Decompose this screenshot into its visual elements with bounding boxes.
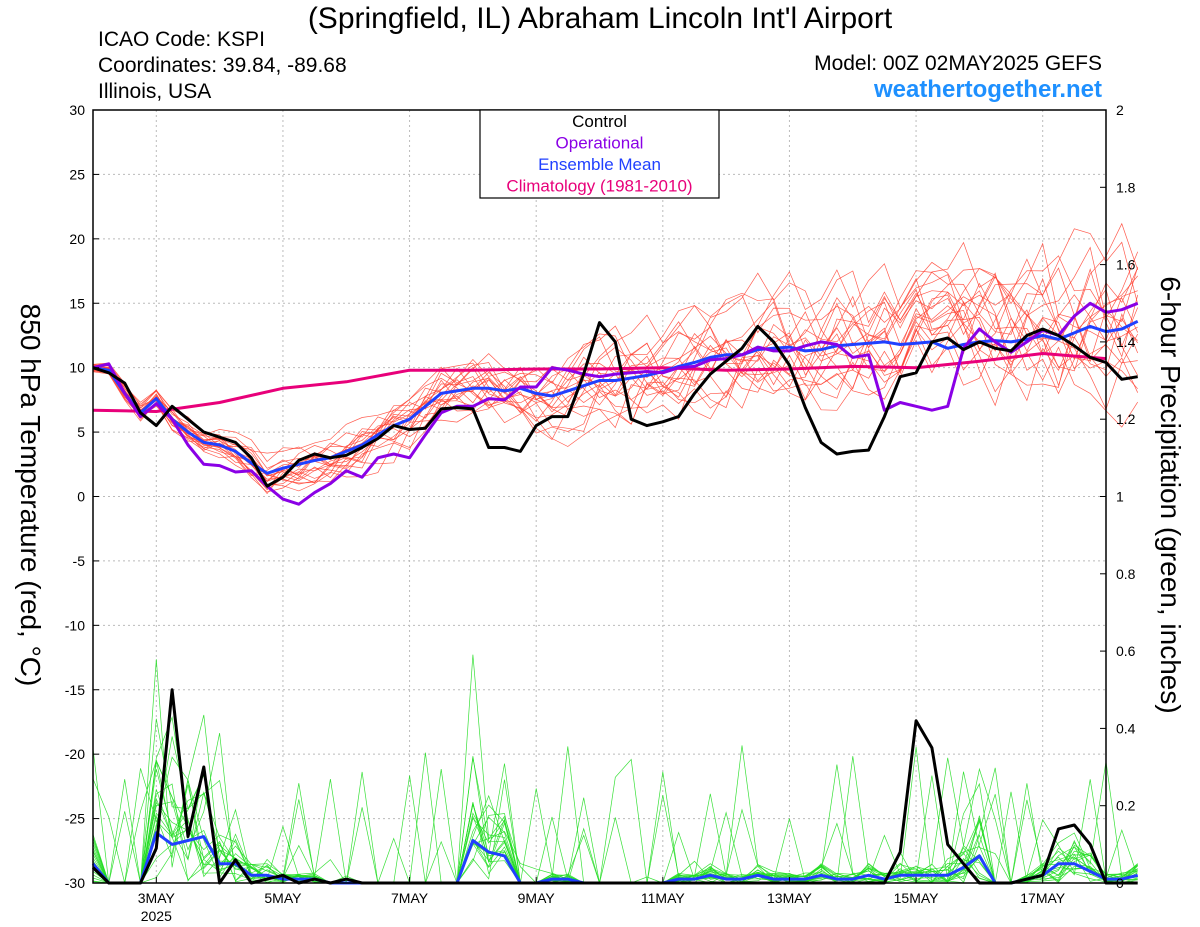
series-control-temp (92, 321, 1138, 488)
x-tick-label: 17MAY (1020, 890, 1066, 906)
y-tick-label-left: -30 (65, 875, 85, 891)
y-tick-label-left: 10 (69, 360, 85, 376)
coordinates: Coordinates: 39.84, -89.68 (98, 54, 347, 77)
x-tick-label: 7MAY (391, 890, 429, 906)
precip-member-line (92, 758, 1138, 884)
site-watermark[interactable]: weathertogether.net (873, 76, 1102, 103)
precip-member-line (92, 654, 1138, 884)
y-tick-label-left: 0 (77, 489, 85, 505)
x-tick-sublabel: 2025 (141, 908, 172, 924)
series-ensemble-mean-temp (92, 319, 1139, 475)
y-tick-label-right: 2 (1116, 102, 1124, 118)
temperature-member-line (92, 242, 1138, 485)
y-tick-label-left: -15 (65, 682, 85, 698)
legend-box (479, 109, 720, 199)
x-tick-label: 15MAY (894, 890, 940, 906)
precip-members (92, 654, 1139, 885)
temperature-member-line (92, 267, 1139, 495)
y-tick-label-left: 15 (69, 295, 85, 311)
x-tick-label: 3MAY (138, 890, 176, 906)
series-climatology-1981-2010-temp (92, 352, 1107, 413)
legend-entry: Operational (556, 134, 644, 153)
y-tick-label-left: -5 (73, 553, 86, 569)
y-tick-label-right: 1.8 (1116, 179, 1136, 195)
chart-title: (Springfield, IL) Abraham Lincoln Int'l … (307, 2, 893, 35)
series-control-precip (91, 688, 1138, 885)
temperature-member-line (92, 294, 1138, 484)
y-tick-label-right: 0.8 (1116, 566, 1136, 582)
y-tick-label-right: 1.2 (1116, 411, 1136, 427)
y-tick-label-right: 1.6 (1116, 257, 1136, 273)
y-tick-label-right: 0.4 (1116, 720, 1136, 736)
model-run-label: Model: 00Z 02MAY2025 GEFS (814, 52, 1102, 75)
x-tick-label: 5MAY (264, 890, 302, 906)
icao-code: ICAO Code: KSPI (98, 28, 265, 51)
y-tick-label-right: 0.6 (1116, 643, 1136, 659)
temperature-member-line (92, 290, 1138, 469)
temperature-member-line (92, 222, 1139, 463)
legend-entry: Control (572, 112, 627, 131)
temperature-members (92, 222, 1139, 495)
temperature-member-line (92, 275, 1138, 483)
temperature-member-line (92, 241, 1139, 486)
y-tick-label-left: 25 (69, 166, 85, 182)
y-tick-label-left: 30 (69, 102, 85, 118)
x-tick-label: 9MAY (518, 890, 556, 906)
y-tick-label-right: 0 (1116, 875, 1124, 891)
y-tick-label-left: 20 (69, 231, 85, 247)
y-tick-label-right: 1.4 (1116, 334, 1136, 350)
y-tick-label-right: 1 (1116, 489, 1124, 505)
legend-entry: Climatology (1981-2010) (506, 177, 692, 196)
y-tick-label-left: -25 (65, 811, 85, 827)
y-tick-label-right: 0.2 (1116, 798, 1136, 814)
region-label: Illinois, USA (98, 80, 212, 103)
x-tick-label: 11MAY (641, 890, 685, 906)
temperature-member-line (92, 255, 1139, 475)
y-tick-label-left: -20 (65, 746, 85, 762)
x-tick-label: 13MAY (767, 890, 813, 906)
y-tick-label-left: 5 (77, 424, 85, 440)
legend-entry: Ensemble Mean (538, 155, 661, 174)
y-tick-label-left: -10 (65, 617, 85, 633)
